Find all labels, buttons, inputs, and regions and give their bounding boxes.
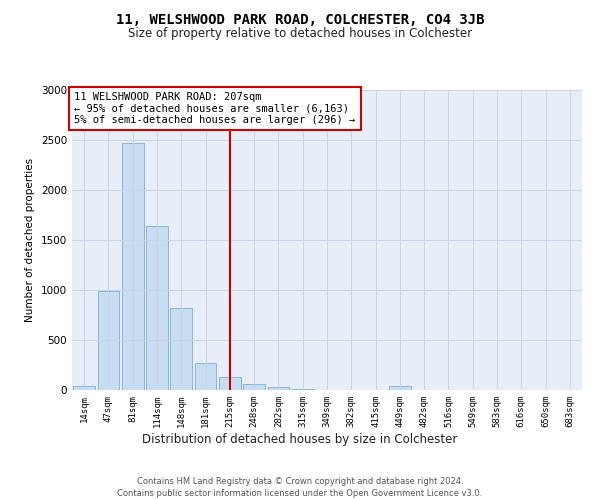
Bar bbox=[194, 363, 217, 390]
Bar bbox=[146, 226, 168, 390]
Text: Size of property relative to detached houses in Colchester: Size of property relative to detached ho… bbox=[128, 28, 472, 40]
Bar bbox=[97, 291, 119, 390]
Y-axis label: Number of detached properties: Number of detached properties bbox=[25, 158, 35, 322]
Bar bbox=[268, 387, 289, 390]
Bar bbox=[170, 308, 192, 390]
Bar bbox=[243, 384, 265, 390]
Bar bbox=[219, 377, 241, 390]
Bar bbox=[292, 388, 314, 390]
Bar bbox=[73, 386, 95, 390]
Bar bbox=[122, 143, 143, 390]
Text: Contains HM Land Registry data © Crown copyright and database right 2024.: Contains HM Land Registry data © Crown c… bbox=[137, 478, 463, 486]
Text: Contains public sector information licensed under the Open Government Licence v3: Contains public sector information licen… bbox=[118, 489, 482, 498]
Bar bbox=[389, 386, 411, 390]
Text: 11 WELSHWOOD PARK ROAD: 207sqm
← 95% of detached houses are smaller (6,163)
5% o: 11 WELSHWOOD PARK ROAD: 207sqm ← 95% of … bbox=[74, 92, 356, 125]
Text: 11, WELSHWOOD PARK ROAD, COLCHESTER, CO4 3JB: 11, WELSHWOOD PARK ROAD, COLCHESTER, CO4… bbox=[116, 12, 484, 26]
Text: Distribution of detached houses by size in Colchester: Distribution of detached houses by size … bbox=[142, 432, 458, 446]
